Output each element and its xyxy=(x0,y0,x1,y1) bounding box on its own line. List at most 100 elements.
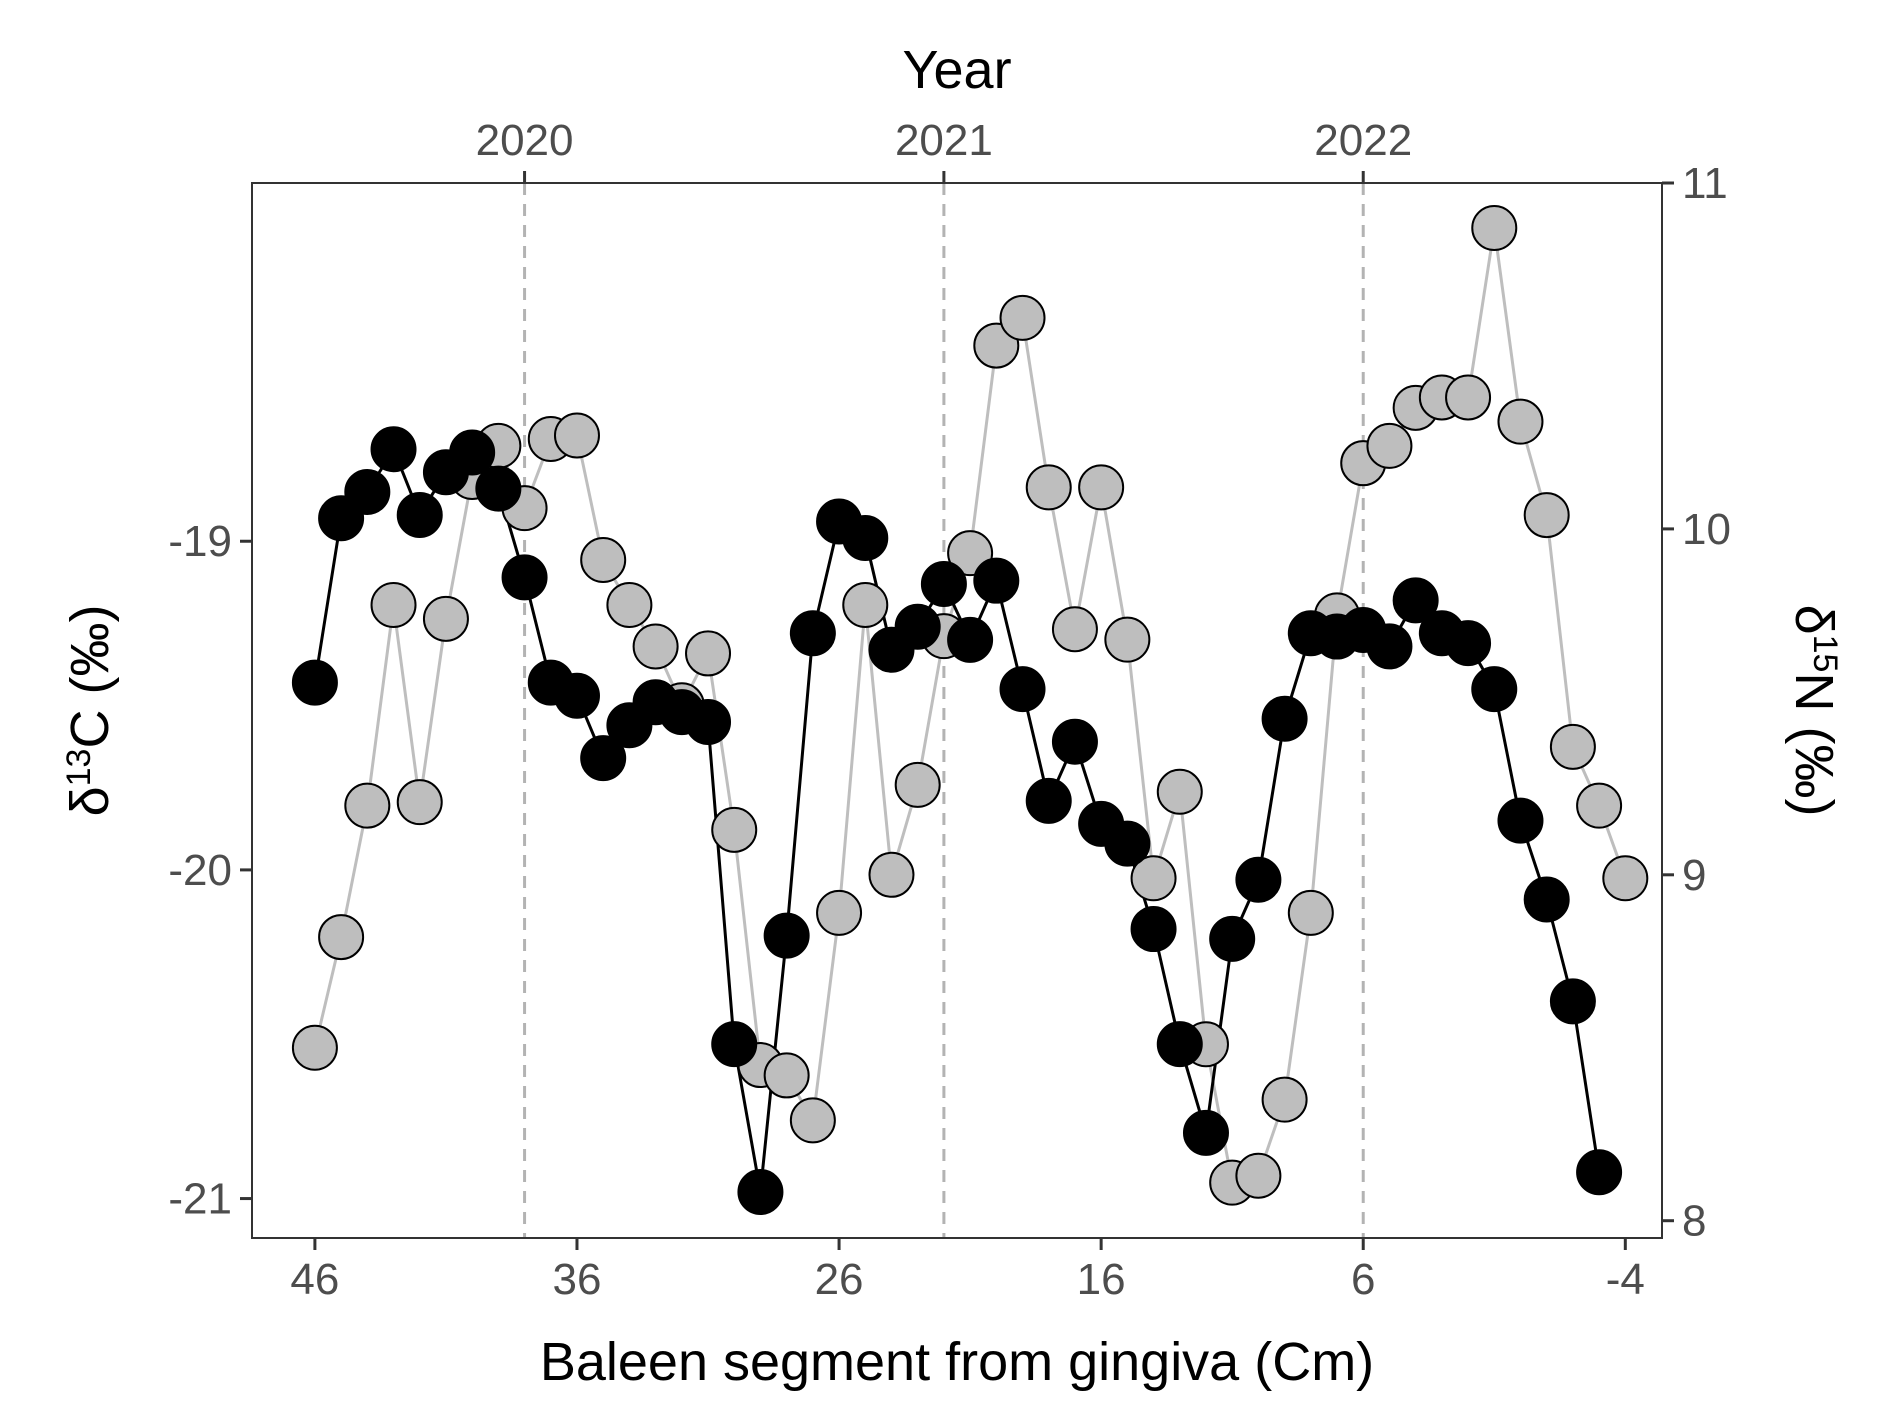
x-axis-title: Baleen segment from gingiva (Cm) xyxy=(540,1332,1374,1392)
x-tick-label: -4 xyxy=(1606,1255,1645,1304)
nitrogen-data-point xyxy=(1078,464,1125,511)
nitrogen-data-point xyxy=(816,889,863,936)
x-axis-top-year: 2020 2021 2022 xyxy=(476,116,1412,183)
nitrogen-series-line xyxy=(313,227,1627,1185)
nitrogen-data-point xyxy=(396,779,443,826)
carbon-data-point xyxy=(1130,906,1177,953)
carbon-data-point xyxy=(1209,915,1256,962)
y-left-title-sup: 13 xyxy=(60,749,98,787)
y-right-title-prefix: δ xyxy=(1784,605,1844,635)
carbon-data-point xyxy=(894,603,941,650)
nitrogen-data-point xyxy=(1576,782,1623,829)
nitrogen-data-point xyxy=(632,623,679,670)
nitrogen-data-point xyxy=(1261,1076,1308,1123)
carbon-data-point xyxy=(1576,1149,1623,1196)
y-right-tick-label: 11 xyxy=(1682,159,1728,208)
carbon-data-point xyxy=(789,610,836,657)
y-left-tick-label: -20 xyxy=(168,846,232,895)
carbon-data-point xyxy=(1104,820,1151,867)
y-axis-right: 8 9 10 11 xyxy=(1662,159,1731,1246)
carbon-data-point xyxy=(396,491,443,538)
y-left-tick-label: -19 xyxy=(168,517,232,566)
nitrogen-data-point xyxy=(894,761,941,808)
nitrogen-data-point xyxy=(789,1097,836,1144)
nitrogen-data-point xyxy=(711,806,758,853)
y-right-tick-label: 10 xyxy=(1682,505,1731,554)
series-points xyxy=(291,204,1649,1215)
x-tick-label: 46 xyxy=(290,1255,339,1304)
top-axis-title: Year xyxy=(902,40,1011,100)
nitrogen-data-point xyxy=(422,595,469,642)
year-tick-label: 2021 xyxy=(895,116,993,165)
carbon-data-point xyxy=(501,554,548,601)
nitrogen-data-point xyxy=(685,630,732,677)
carbon-data-point xyxy=(1182,1109,1229,1156)
carbon-data-point xyxy=(999,666,1046,713)
carbon-data-point xyxy=(1025,777,1072,824)
carbon-data-point xyxy=(370,426,417,473)
x-tick-label: 26 xyxy=(815,1255,864,1304)
carbon-data-point xyxy=(1549,978,1596,1025)
nitrogen-data-point xyxy=(580,537,627,584)
nitrogen-data-point xyxy=(1602,855,1649,902)
carbon-data-point xyxy=(344,468,391,515)
x-tick-label: 16 xyxy=(1077,1255,1126,1304)
carbon-data-point xyxy=(580,735,627,782)
carbon-data-point xyxy=(1497,797,1544,844)
carbon-data-point xyxy=(475,465,522,512)
carbon-data-point xyxy=(553,672,600,719)
nitrogen-data-point xyxy=(1445,374,1492,421)
y-left-title-suffix: C (‰) xyxy=(60,605,120,749)
carbon-data-point xyxy=(1235,856,1282,903)
nitrogen-data-point xyxy=(1130,855,1177,902)
nitrogen-data-point xyxy=(868,851,915,898)
nitrogen-data-point xyxy=(1549,723,1596,770)
nitrogen-data-point xyxy=(1025,464,1072,511)
carbon-data-point xyxy=(737,1168,784,1215)
y-left-title-prefix: δ xyxy=(60,786,120,816)
y-right-tick-label: 9 xyxy=(1682,851,1706,900)
nitrogen-data-point xyxy=(1104,616,1151,663)
year-reference-lines xyxy=(523,183,1365,1238)
y-right-axis-title: δ15N (‰) xyxy=(1784,605,1844,817)
nitrogen-data-point xyxy=(370,582,417,628)
y-right-title-suffix: N (‰) xyxy=(1784,672,1844,816)
nitrogen-data-point xyxy=(1471,204,1518,251)
nitrogen-data-point xyxy=(1287,889,1334,936)
carbon-data-point xyxy=(449,429,496,476)
carbon-data-point xyxy=(685,699,732,746)
carbon-data-point xyxy=(1392,577,1439,624)
carbon-data-point xyxy=(1523,876,1570,923)
nitrogen-data-point xyxy=(1523,492,1570,539)
carbon-data-point xyxy=(1471,666,1518,713)
carbon-data-point xyxy=(842,514,889,561)
x-axis-bottom: 46 36 26 16 6 -4 xyxy=(290,1238,1645,1304)
carbon-data-point xyxy=(947,616,994,663)
year-tick-label: 2020 xyxy=(476,116,574,165)
carbon-data-point xyxy=(973,557,1020,604)
carbon-data-point xyxy=(1366,623,1413,670)
nitrogen-data-point xyxy=(1051,606,1098,653)
y-left-axis-title: δ13C (‰) xyxy=(60,605,120,817)
nitrogen-data-point xyxy=(763,1052,810,1099)
nitrogen-data-point xyxy=(999,294,1046,341)
carbon-data-point xyxy=(711,1021,758,1068)
carbon-data-point xyxy=(1051,718,1098,765)
nitrogen-data-point xyxy=(344,782,391,829)
nitrogen-data-point xyxy=(606,582,653,628)
nitrogen-data-point xyxy=(842,582,889,628)
nitrogen-data-point xyxy=(1235,1152,1282,1199)
x-tick-label: 6 xyxy=(1351,1255,1375,1304)
carbon-data-point xyxy=(920,560,967,607)
x-tick-label: 36 xyxy=(553,1255,602,1304)
nitrogen-data-point xyxy=(1497,398,1544,445)
carbon-data-point xyxy=(1156,1021,1203,1068)
carbon-data-point xyxy=(1261,695,1308,742)
year-tick-label: 2022 xyxy=(1314,116,1412,165)
nitrogen-data-point xyxy=(1366,422,1413,469)
y-left-tick-label: -21 xyxy=(168,1175,232,1224)
nitrogen-data-point xyxy=(553,412,600,459)
nitrogen-data-point xyxy=(1156,768,1203,815)
plot-panel-border xyxy=(251,182,1663,1239)
